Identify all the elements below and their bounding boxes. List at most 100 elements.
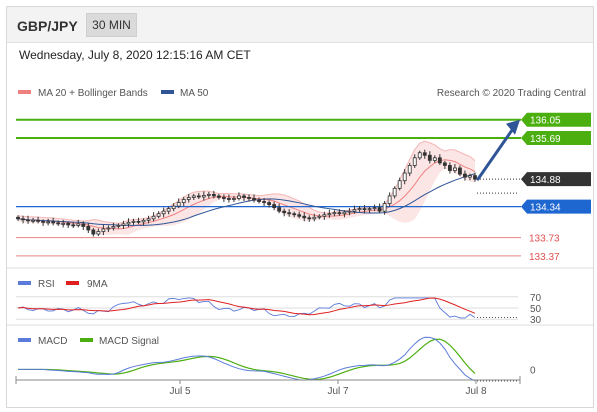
candle-body: [463, 173, 467, 178]
candle-body: [367, 208, 372, 211]
candle-body: [473, 175, 477, 180]
candle-body: [91, 229, 96, 235]
candle-body: [397, 180, 402, 189]
candle-body: [232, 198, 236, 200]
candle-body: [372, 207, 377, 210]
ma50-line: [17, 173, 476, 226]
candle-body: [307, 217, 312, 220]
candle-body: [211, 194, 216, 197]
candle-body: [216, 195, 221, 198]
candle-body: [412, 157, 417, 166]
chart-datetime: Wednesday, July 8, 2020 12:15:16 AM CET: [19, 48, 251, 62]
candle-body: [191, 195, 196, 198]
candle-body: [161, 210, 166, 215]
candle-body: [41, 220, 46, 223]
candle-body: [392, 187, 397, 197]
x-tick-label: Jul 8: [465, 386, 487, 397]
candle-body: [287, 212, 292, 215]
candle-body: [342, 211, 347, 215]
candle-body: [302, 215, 307, 219]
candle-body: [36, 219, 40, 222]
candle-body: [171, 205, 176, 210]
ma50-legend-swatch: [161, 90, 174, 94]
rsi-level-label: 70: [530, 293, 542, 304]
candle-body: [66, 222, 71, 226]
candle-body: [327, 213, 332, 216]
projection-arrow-head: [506, 119, 520, 135]
rsi-level-label: 30: [530, 315, 542, 326]
candle-body: [252, 198, 256, 201]
candle-body: [96, 231, 101, 235]
candle-body: [56, 222, 61, 225]
candle-body: [422, 152, 427, 156]
ma50-legend-label: MA 50: [180, 88, 209, 99]
candle-body: [272, 204, 277, 209]
candle-body: [277, 207, 282, 212]
candle-body: [201, 195, 206, 198]
candle-body: [221, 197, 226, 199]
rsi-ma-legend-swatch: [66, 281, 79, 285]
current-price-label: 134.88: [530, 175, 561, 186]
candle-body: [312, 216, 317, 220]
candle-body: [468, 175, 472, 178]
x-tick-label: Jul 7: [327, 386, 349, 397]
candle-body: [447, 165, 452, 171]
candle-body: [292, 213, 297, 216]
bollinger-legend-label: MA 20 + Bollinger Bands: [38, 88, 148, 99]
candle-body: [31, 219, 35, 222]
candle-body: [106, 227, 111, 230]
candle-body: [146, 218, 151, 221]
candle-body: [237, 195, 241, 199]
macd-signal-line: [18, 338, 476, 381]
candle-body: [116, 225, 121, 227]
level-label-134.34: 134.34: [530, 203, 561, 214]
candle-body: [181, 199, 186, 203]
candle-body: [322, 214, 327, 217]
candle-body: [352, 209, 357, 212]
candle-body: [347, 210, 352, 213]
candle-body: [196, 195, 201, 198]
candle-body: [166, 208, 171, 212]
candle-body: [136, 220, 141, 223]
timeframe-button[interactable]: 30 MIN: [86, 13, 137, 37]
candle-body: [377, 207, 382, 212]
candle-body: [76, 223, 81, 226]
macd-signal-legend-label: MACD Signal: [99, 336, 159, 347]
candle-body: [51, 221, 56, 224]
research-credit: Research © 2020 Trading Central: [437, 88, 586, 99]
candle-body: [427, 154, 432, 161]
level-tag-136.05: [521, 112, 591, 127]
candle-body: [141, 219, 146, 223]
currency-pair-title: GBP/JPY: [17, 18, 78, 34]
candle-body: [151, 215, 156, 220]
candle-body: [382, 203, 387, 212]
candle-body: [242, 195, 246, 198]
candle-body: [362, 208, 367, 211]
x-axis: Jul 5 Jul 7 Jul 8: [15, 376, 521, 397]
candle-body: [332, 212, 337, 215]
candle-body: [121, 223, 126, 226]
candle-body: [46, 221, 51, 224]
candle-body: [206, 194, 211, 196]
candle-body: [387, 195, 392, 204]
candle-body: [432, 157, 437, 161]
candle-body: [317, 215, 322, 218]
candle-body: [101, 228, 106, 232]
candle-body: [458, 167, 462, 175]
macd-legend-label: MACD: [38, 336, 67, 347]
level-label-133.37: 133.37: [529, 252, 560, 263]
candle-body: [126, 221, 131, 225]
candle-body: [282, 210, 287, 214]
candle-body: [186, 197, 191, 200]
candle-body: [176, 202, 181, 207]
candle-body: [262, 201, 266, 203]
rsi-ma-line: [17, 297, 476, 316]
candle-body: [131, 220, 136, 223]
candle-body: [257, 199, 261, 202]
rsi-legend-swatch: [18, 281, 31, 285]
x-tick-label: Jul 5: [169, 386, 191, 397]
candle-body: [437, 157, 442, 164]
candle-body: [227, 198, 231, 200]
